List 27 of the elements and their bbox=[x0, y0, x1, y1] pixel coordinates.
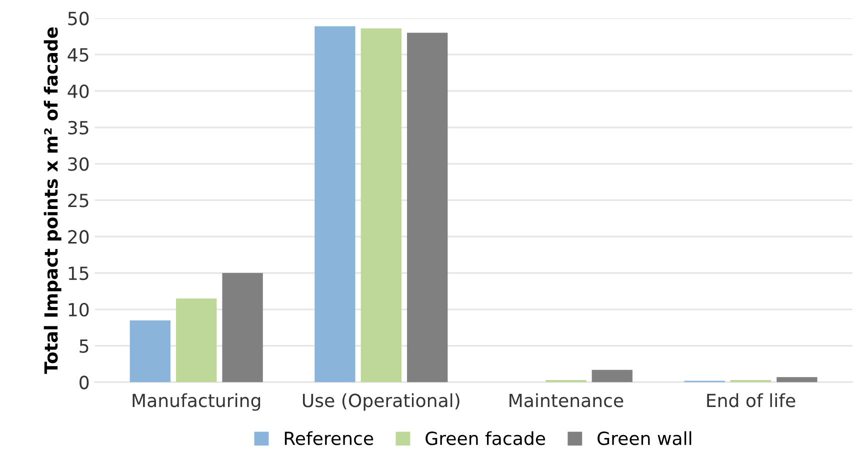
legend-label: Green facade bbox=[426, 431, 546, 446]
y-axis-title: Total Impact points x m² of facade bbox=[44, 27, 62, 374]
bar bbox=[360, 28, 402, 382]
y-tick-label: 45 bbox=[68, 48, 88, 62]
legend-label: Reference bbox=[284, 431, 374, 446]
bar bbox=[407, 32, 448, 382]
y-tick-label: 35 bbox=[68, 120, 88, 135]
bar bbox=[130, 320, 170, 382]
y-tick-label: 40 bbox=[68, 84, 89, 98]
bar bbox=[592, 370, 632, 382]
y-tick-label: 5 bbox=[80, 339, 88, 353]
x-tick-label: Maintenance bbox=[510, 393, 624, 408]
bar bbox=[176, 298, 217, 382]
bar bbox=[776, 377, 818, 382]
x-tick-label: End of life bbox=[707, 393, 796, 408]
y-tick-label: 15 bbox=[68, 266, 88, 280]
y-tick-label: 50 bbox=[68, 12, 89, 26]
y-tick-label: 25 bbox=[68, 194, 88, 208]
x-tick-label: Use (Operational) bbox=[302, 393, 460, 411]
x-tick-label: Manufacturing bbox=[132, 393, 260, 411]
y-tick-label: 20 bbox=[68, 230, 89, 244]
y-tick-label: 30 bbox=[68, 157, 89, 171]
legend-label: Green wall bbox=[598, 431, 692, 446]
y-tick-label: 0 bbox=[80, 376, 89, 390]
bar bbox=[222, 273, 263, 382]
y-tick-label: 10 bbox=[68, 302, 89, 317]
bar bbox=[314, 26, 356, 382]
